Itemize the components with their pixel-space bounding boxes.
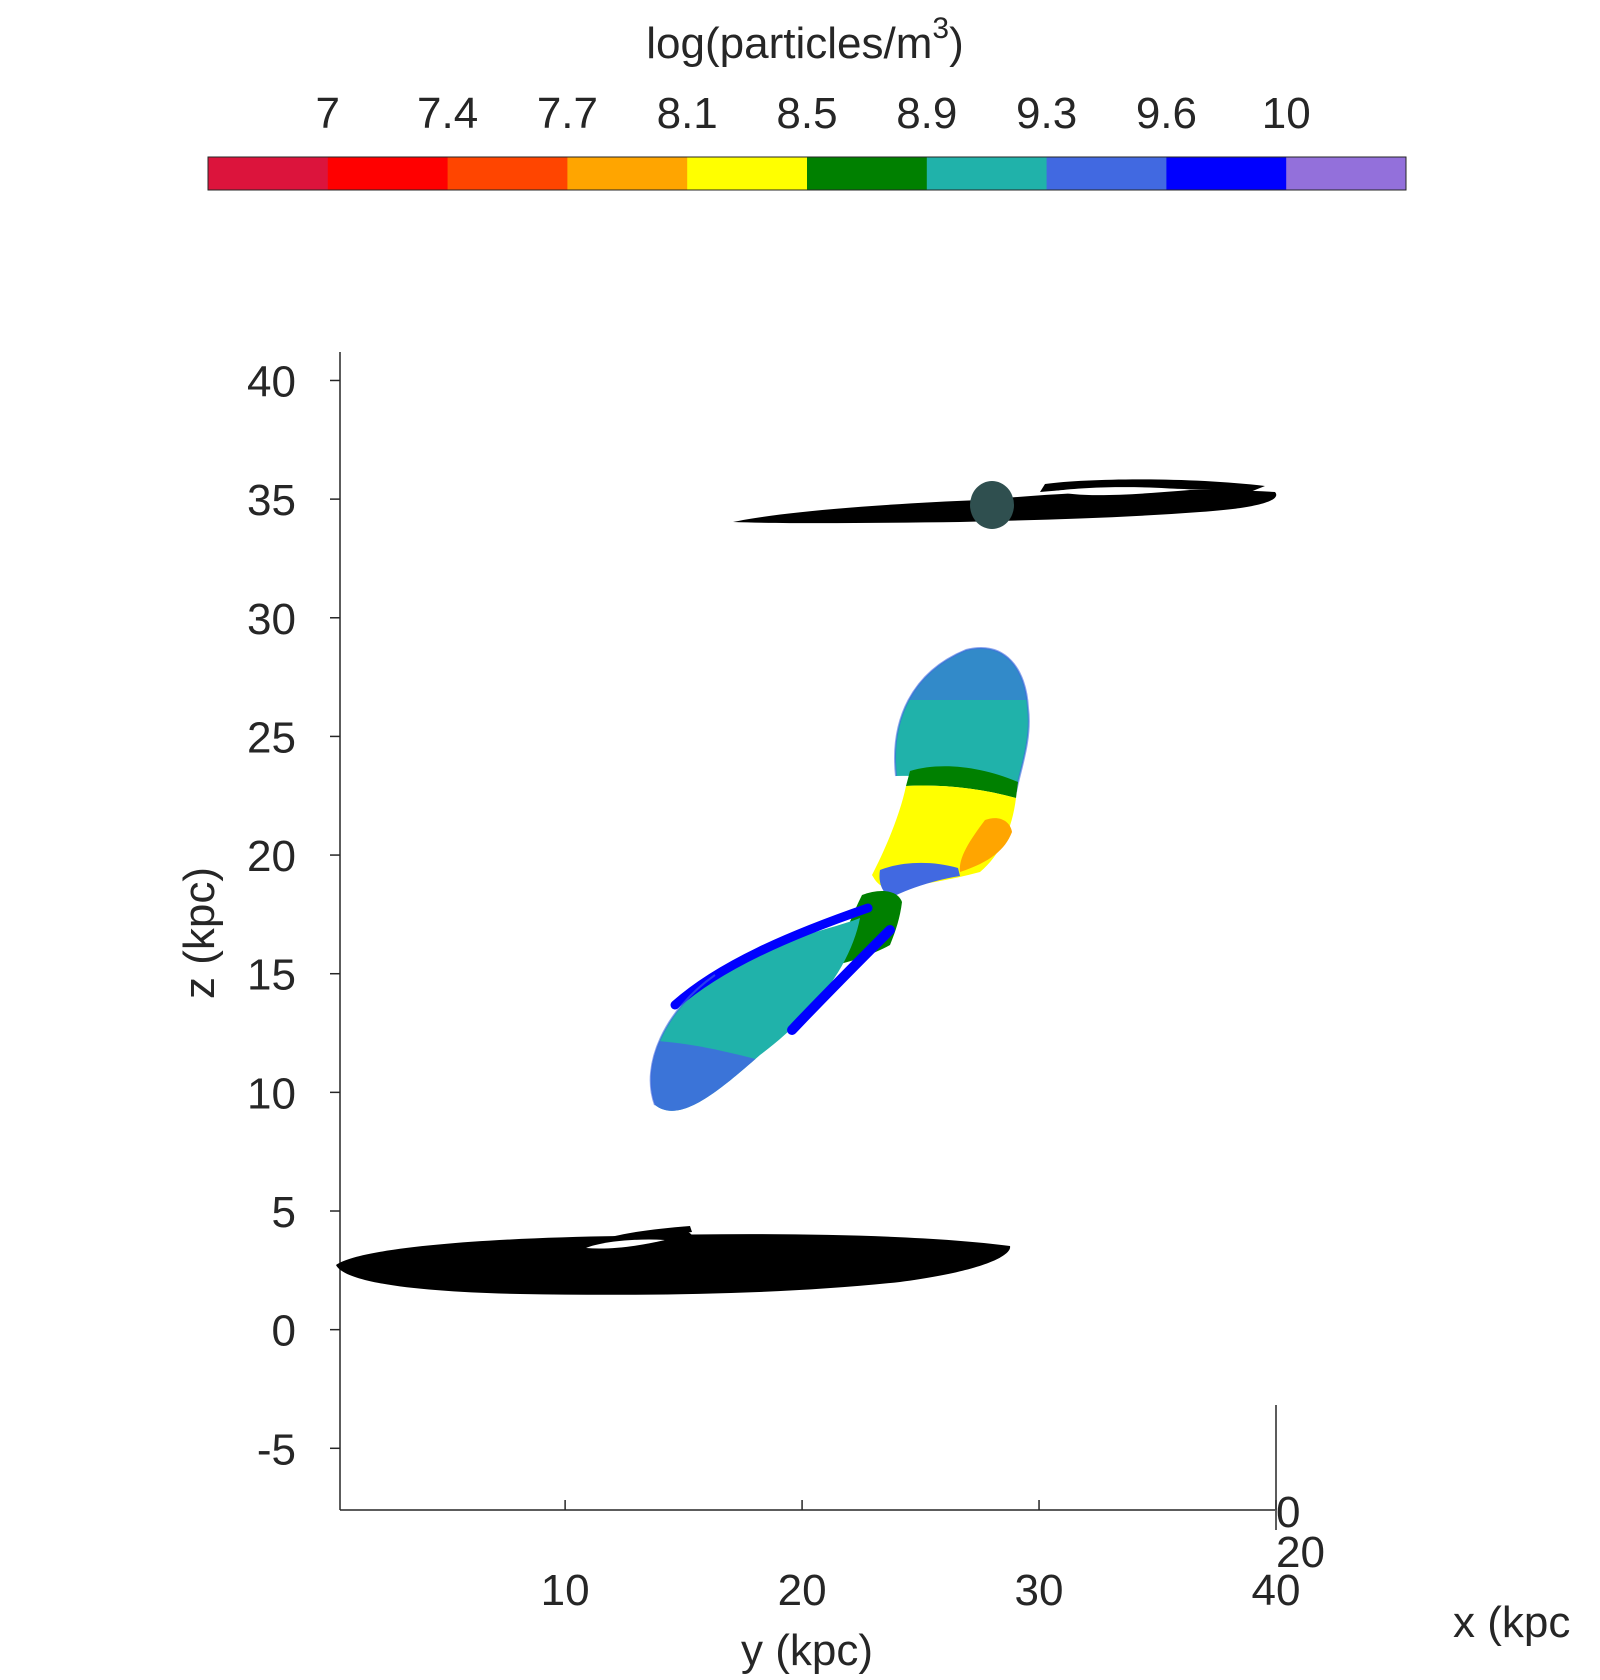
stream-green-band <box>906 766 1018 798</box>
colorbar-tick-label: 7 <box>316 89 340 138</box>
y-tick-label: 30 <box>1015 1566 1064 1615</box>
colorbar-tick-label: 7.4 <box>417 89 478 138</box>
disk-upper-gap <box>1055 487 1190 496</box>
disk-lower-gap <box>586 1239 665 1249</box>
colorbar-frame <box>207 156 1407 191</box>
galaxy-disk-upper <box>733 479 1277 529</box>
axes: 40 35 30 25 20 15 10 5 0 -5 10 20 30 40 0 20 z (kpc)… <box>175 352 1570 1675</box>
z-tick-label: 15 <box>247 951 296 1000</box>
x-tick-label: 20 <box>1276 1528 1325 1577</box>
colorbar-tick-label: 8.9 <box>896 89 957 138</box>
z-tick-label: 25 <box>247 713 296 762</box>
stream-lower-blue-edge-bottom <box>787 925 895 1035</box>
colorbar-swatch <box>807 157 928 190</box>
colorbar: log(particles/m3) 7 7.4 7.7 8.1 8.5 8.9 9.3 9.6… <box>207 12 1407 191</box>
disk-upper-bulge <box>970 481 1014 529</box>
z-tick-label: 10 <box>247 1069 296 1118</box>
colorbar-swatch <box>687 157 808 190</box>
z-tick-label: -5 <box>257 1425 296 1474</box>
z-tick-label: 0 <box>272 1307 296 1356</box>
z-tick-label: 30 <box>247 595 296 644</box>
colorbar-tick-label: 8.5 <box>776 89 837 138</box>
z-axis-label: z (kpc) <box>175 867 224 999</box>
z-axis-ticks: 40 35 30 25 20 15 10 5 0 -5 <box>247 357 340 1474</box>
x-tick-label: 0 <box>1276 1488 1300 1537</box>
colorbar-tick-label: 10 <box>1262 89 1311 138</box>
colorbar-tick-label: 8.1 <box>657 89 718 138</box>
stream-neck-blue <box>879 862 960 898</box>
colorbar-swatches <box>208 157 1407 190</box>
stream-lower-outline <box>649 974 716 1106</box>
colorbar-swatch <box>1166 157 1287 190</box>
colorbar-swatch <box>327 157 449 190</box>
disk-lower-body <box>336 1234 1011 1295</box>
colorbar-tick-label: 7.7 <box>537 89 598 138</box>
colorbar-tick-labels: 7 7.4 7.7 8.1 8.5 8.9 9.3 9.6 10 <box>316 89 1311 138</box>
disk-upper-arm <box>1040 479 1265 492</box>
galaxy-disk-lower <box>336 1226 1011 1295</box>
colorbar-swatch <box>1286 157 1407 190</box>
y-axis-ticks: 10 20 30 40 <box>541 1500 1301 1615</box>
disk-lower-bulge <box>663 1230 697 1264</box>
z-tick-label: 40 <box>247 357 296 406</box>
y-tick-label: 10 <box>541 1566 590 1615</box>
stream-upper-outline <box>894 647 1030 793</box>
z-tick-label: 35 <box>247 476 296 525</box>
stream-lower-blue-edge-top <box>670 903 873 1010</box>
colorbar-tick-label: 9.6 <box>1136 89 1197 138</box>
x-axis-label: x (kpc <box>1453 1598 1570 1647</box>
colorbar-swatch <box>208 157 329 190</box>
colorbar-swatch <box>926 157 1048 190</box>
colorbar-swatch <box>447 157 568 190</box>
z-tick-label: 5 <box>272 1188 296 1237</box>
colorbar-swatch <box>1046 157 1167 190</box>
tidal-bridge <box>649 647 1030 1111</box>
colorbar-tick-label: 9.3 <box>1016 89 1077 138</box>
stream-orange-patch <box>959 818 1012 872</box>
z-tick-label: 20 <box>247 832 296 881</box>
colorbar-swatch <box>567 157 688 190</box>
y-tick-label: 40 <box>1252 1566 1301 1615</box>
y-tick-label: 20 <box>778 1566 827 1615</box>
stream-neck-green <box>835 890 902 965</box>
y-axis-label: y (kpc) <box>741 1626 873 1675</box>
colorbar-title: log(particles/m3) <box>646 12 963 68</box>
